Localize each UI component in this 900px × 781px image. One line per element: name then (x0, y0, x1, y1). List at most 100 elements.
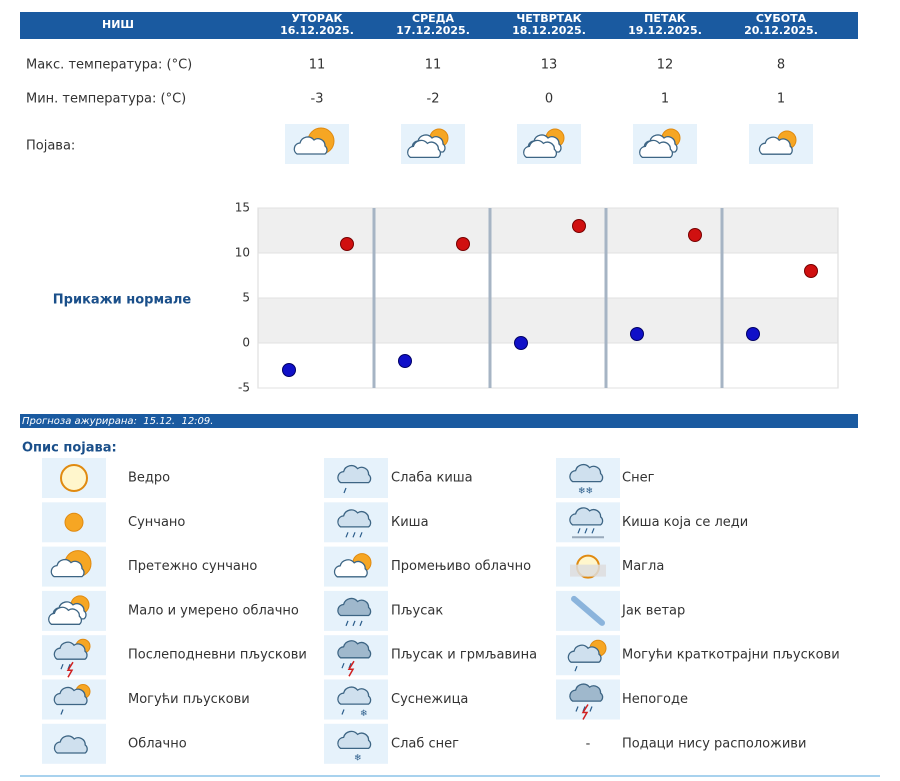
row-label: Појава: (26, 139, 75, 154)
day-name: ПЕТАК (644, 12, 686, 25)
temp-value: 1 (661, 92, 669, 107)
row-label: Макс. температура: (°C) (26, 58, 192, 73)
temp-value: 13 (541, 58, 558, 73)
min-dot (398, 354, 412, 368)
weather-icon (556, 590, 620, 631)
fog-layer (570, 564, 606, 577)
update-time: Прогноза ажурирана: 15.12. 12:09. (22, 416, 213, 427)
update-bar (20, 414, 858, 428)
flake: ❄❄ (578, 487, 593, 497)
max-dot (456, 237, 470, 251)
drop (341, 662, 345, 669)
y-tick-label: -5 (238, 381, 250, 395)
weather-icon (633, 124, 697, 164)
min-dot (746, 327, 760, 341)
y-tick-label: 10 (235, 246, 250, 260)
legend-label: Киша која се леди (622, 515, 748, 530)
day-name: УТОРАК (292, 12, 343, 25)
temp-value: 0 (545, 92, 553, 107)
legend-label: Промењиво облачно (391, 559, 531, 574)
bolt (347, 660, 355, 677)
max-dot (572, 219, 586, 233)
cloud (53, 641, 88, 660)
weather-icon (556, 502, 620, 543)
legend-title: Опис појава: (22, 441, 117, 456)
max-dot (804, 264, 818, 278)
weather-icon (517, 124, 581, 164)
legend-label: Јак ветар (621, 603, 685, 618)
bolt (66, 661, 74, 678)
city: НИШ (102, 18, 134, 31)
legend-label: Непогоде (622, 692, 688, 707)
cloud (53, 735, 88, 754)
temp-value: 11 (309, 58, 326, 73)
cloud (337, 730, 372, 750)
legend-label: Киша (391, 515, 429, 530)
temp-value: 11 (425, 58, 442, 73)
weather-icon: ❄ (324, 723, 388, 764)
drop (359, 620, 363, 627)
drop (345, 532, 349, 538)
weather-icon (556, 679, 620, 720)
weather-icon (42, 546, 106, 587)
min-dot (514, 336, 528, 350)
cloud (407, 139, 441, 159)
legend-label: Могући пљускови (128, 692, 250, 707)
drop (343, 487, 347, 494)
day-name: СУБОТА (756, 12, 807, 25)
header-bar (20, 12, 858, 39)
cloud (569, 463, 604, 483)
drop (352, 532, 356, 538)
legend-label: Пљусак и грмљавина (391, 648, 537, 663)
legend-label: Претежно сунчано (128, 559, 257, 574)
cloud (333, 559, 368, 578)
weather-icon: ❄❄ (556, 458, 620, 498)
drop (341, 709, 345, 715)
drop (359, 532, 363, 538)
weather-icon (285, 124, 349, 164)
weather-icon (324, 458, 388, 498)
row-label: Мин. температура: (°C) (26, 92, 186, 107)
drop (575, 706, 579, 712)
drop (345, 620, 349, 627)
day-date: 20.12.2025. (744, 24, 818, 37)
day-date: 19.12.2025. (628, 24, 702, 37)
cloud (53, 686, 88, 706)
weather-icon (42, 723, 106, 764)
drop (352, 620, 356, 627)
weather-icon (324, 546, 388, 587)
legend-label: Подаци нису расположиви (622, 736, 806, 751)
weather-icon (42, 590, 106, 631)
y-tick-label: 15 (235, 201, 250, 215)
temp-value: 1 (777, 92, 785, 107)
weather-icon: ❄ (324, 679, 388, 720)
max-dot (688, 228, 702, 242)
cloud (758, 136, 793, 155)
day-name: СРЕДА (412, 12, 454, 25)
drop (584, 528, 588, 534)
drop (60, 709, 64, 715)
legend-label: Суснежица (391, 692, 468, 707)
max-dot (340, 237, 354, 251)
cloud (337, 640, 372, 659)
weather-icon (556, 635, 620, 676)
normals-link[interactable]: Прикажи нормале (53, 293, 192, 308)
weather-icon (42, 502, 106, 543)
cloud (293, 136, 328, 155)
day-date: 18.12.2025. (512, 24, 586, 37)
legend-label: Сунчано (128, 515, 185, 530)
legend-symbol: - (586, 736, 591, 751)
weather-icon (42, 458, 106, 498)
legend-label: Слаб снег (391, 736, 459, 751)
cloud (337, 686, 372, 705)
cloud (50, 558, 85, 578)
cloud (567, 644, 602, 663)
legend-label: Снег (622, 471, 655, 486)
weather-icon (324, 635, 388, 677)
flake: ❄ (354, 753, 362, 763)
drop (60, 663, 64, 670)
cloud (337, 464, 372, 484)
drop (591, 528, 595, 534)
weather-icon (42, 679, 106, 720)
